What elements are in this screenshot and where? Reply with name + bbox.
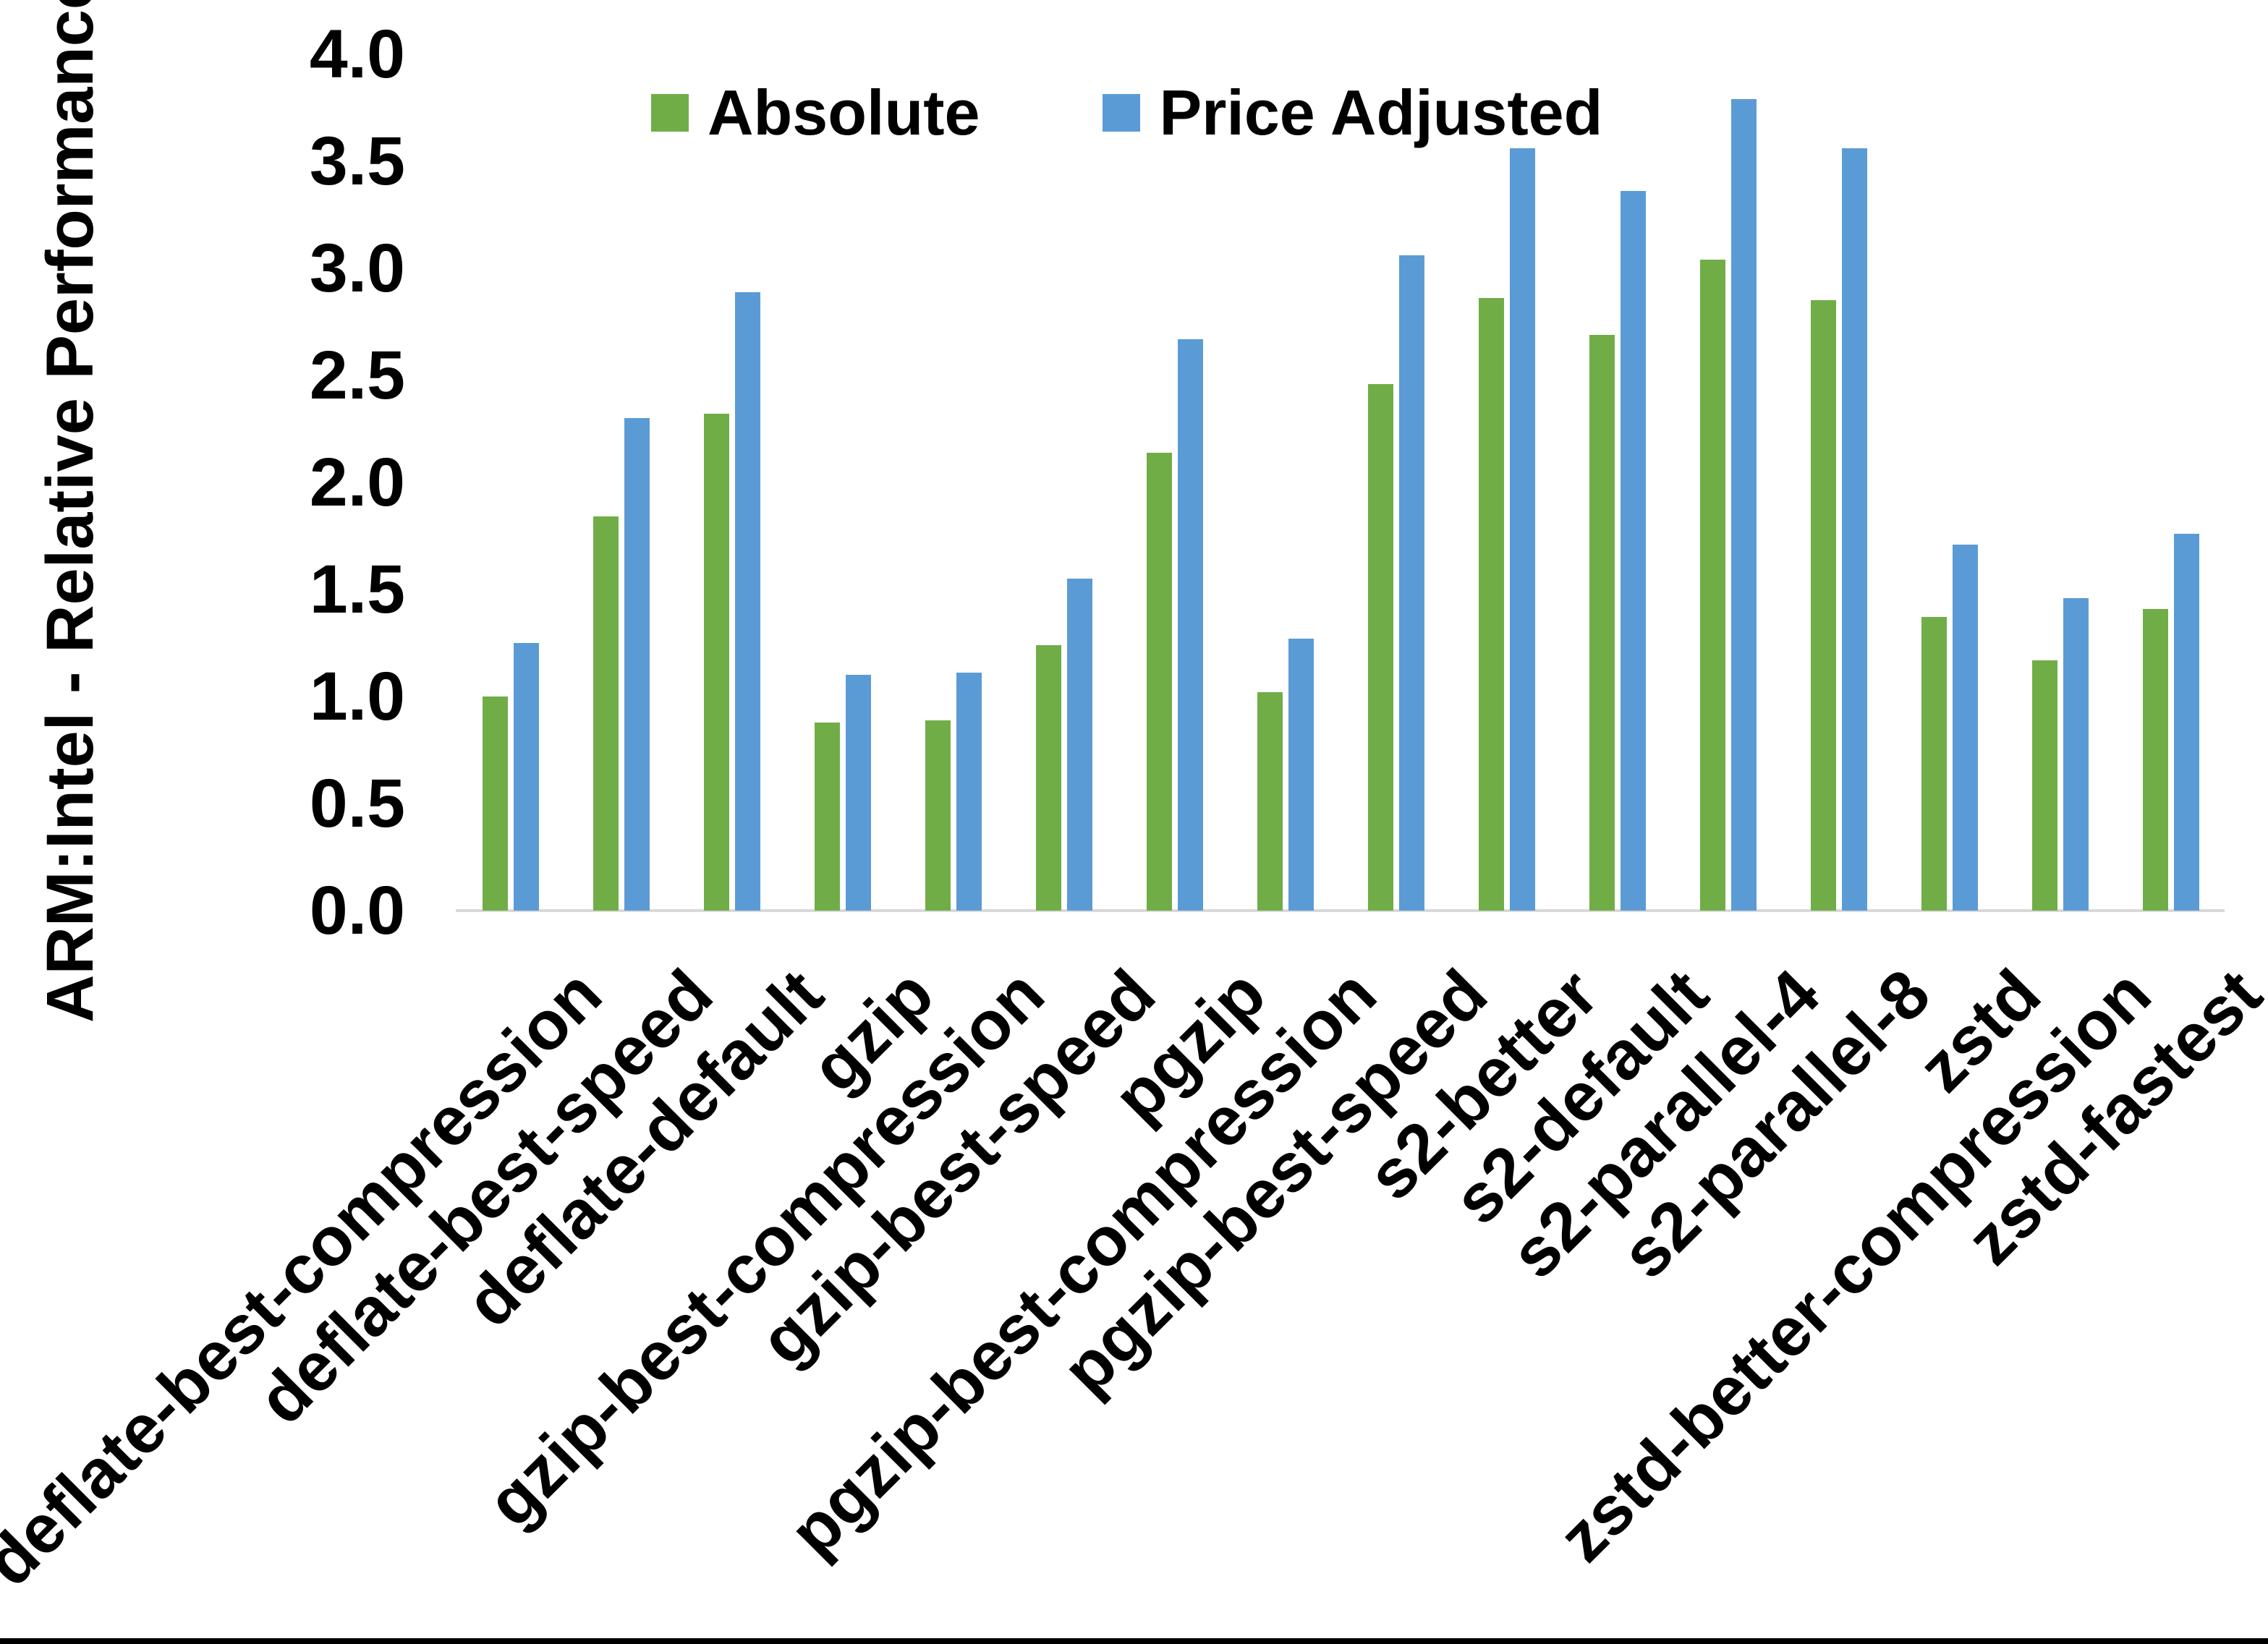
bar-price-adjusted-s2-parallel-4 — [1731, 99, 1757, 911]
bar-price-adjusted-gzip — [846, 675, 871, 911]
bar-price-adjusted-pgzip — [1178, 339, 1203, 911]
bar-absolute-s2-default — [1589, 335, 1615, 911]
bar-price-adjusted-zstd — [1953, 545, 1978, 911]
bar-absolute-s2-parallel-4 — [1700, 260, 1725, 911]
legend-item-absolute: Absolute — [651, 81, 980, 145]
bar-absolute-pgzip-best-speed — [1368, 384, 1393, 911]
bar-absolute-zstd-better-compression — [2032, 660, 2057, 911]
bar-absolute-gzip-best-compression — [925, 720, 951, 911]
bar-price-adjusted-pgzip-best-speed — [1399, 255, 1424, 911]
bar-absolute-zstd-fastest — [2143, 609, 2168, 911]
y-tick-label-2.0: 2.0 — [309, 444, 405, 521]
y-axis-title: ARM:Intel - Relative Performance — [33, 0, 107, 1023]
bar-price-adjusted-gzip-best-compression — [956, 673, 982, 911]
bar-absolute-pgzip-best-compression — [1257, 692, 1283, 911]
bar-price-adjusted-deflate-best-compression — [514, 643, 539, 911]
bar-price-adjusted-pgzip-best-compression — [1288, 639, 1314, 911]
bar-absolute-deflate-best-speed — [593, 516, 619, 911]
y-tick-label-2.5: 2.5 — [309, 337, 405, 414]
y-tick-label-3.0: 3.0 — [309, 230, 405, 307]
y-tick-label-3.5: 3.5 — [309, 123, 405, 200]
bar-price-adjusted-s2-default — [1621, 191, 1646, 911]
bar-price-adjusted-deflate-best-speed — [624, 418, 650, 911]
bar-absolute-s2-better — [1479, 298, 1504, 911]
bar-price-adjusted-s2-better — [1510, 148, 1535, 911]
legend: Absolute Price Adjusted — [651, 81, 1602, 145]
bar-absolute-deflate-default — [704, 414, 729, 911]
y-tick-label-1.5: 1.5 — [309, 551, 405, 628]
bar-absolute-deflate-best-compression — [483, 697, 508, 911]
y-tick-label-1.0: 1.0 — [309, 658, 405, 735]
legend-swatch-price-adjusted — [1103, 94, 1141, 132]
legend-item-price-adjusted: Price Adjusted — [1103, 81, 1602, 145]
x-axis-baseline — [456, 909, 2225, 912]
y-tick-label-0.5: 0.5 — [309, 765, 405, 842]
bar-price-adjusted-s2-parallel-8 — [1842, 148, 1867, 911]
bar-price-adjusted-zstd-fastest — [2174, 534, 2199, 911]
legend-swatch-absolute — [651, 94, 689, 132]
y-tick-label-0.0: 0.0 — [309, 872, 405, 949]
bar-price-adjusted-zstd-better-compression — [2063, 598, 2089, 911]
legend-label-absolute: Absolute — [708, 77, 980, 148]
bottom-border-bar — [0, 1638, 2268, 1644]
bar-price-adjusted-gzip-best-speed — [1067, 579, 1092, 911]
bar-absolute-gzip-best-speed — [1036, 645, 1061, 911]
y-tick-label-4.0: 4.0 — [309, 16, 405, 93]
bar-price-adjusted-deflate-default — [735, 292, 760, 911]
bar-absolute-gzip — [815, 723, 840, 911]
bar-absolute-s2-parallel-8 — [1811, 300, 1836, 911]
bar-absolute-zstd — [1921, 617, 1947, 911]
bar-absolute-pgzip — [1147, 453, 1172, 911]
legend-label-price-adjusted: Price Adjusted — [1159, 77, 1603, 148]
